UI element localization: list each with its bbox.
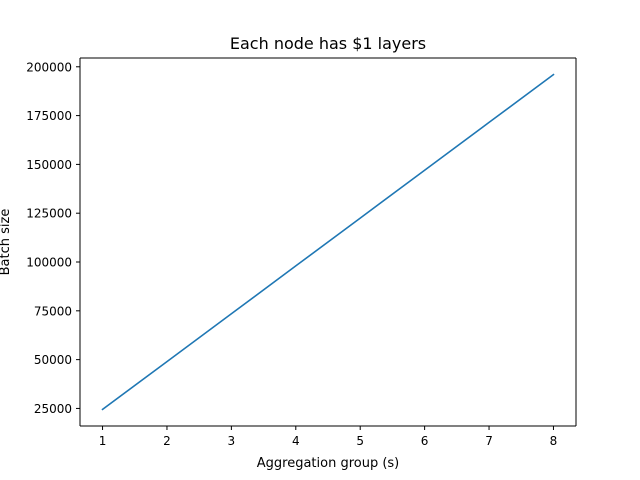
x-tick-label: 1 bbox=[99, 434, 107, 448]
series-line bbox=[101, 73, 555, 411]
x-tick-label: 5 bbox=[356, 434, 364, 448]
x-axis-label: Aggregation group (s) bbox=[257, 456, 400, 471]
y-axis-label: Batch size bbox=[0, 209, 13, 276]
series-layer bbox=[101, 73, 555, 411]
x-tick-label: 4 bbox=[292, 434, 300, 448]
y-tick-label: 75000 bbox=[34, 304, 72, 318]
y-tick-label: 25000 bbox=[34, 402, 72, 416]
y-tick-label: 100000 bbox=[26, 256, 72, 270]
y-tick-label: 125000 bbox=[26, 207, 72, 221]
y-tick-label: 200000 bbox=[26, 60, 72, 74]
chart-title: Each node has $1 layers bbox=[230, 34, 426, 53]
y-tick-label: 50000 bbox=[34, 353, 72, 367]
y-tick-label: 150000 bbox=[26, 158, 72, 172]
x-tick-label: 2 bbox=[163, 434, 171, 448]
x-tick-label: 3 bbox=[228, 434, 236, 448]
x-tick-label: 6 bbox=[421, 434, 429, 448]
x-tick-label: 7 bbox=[485, 434, 493, 448]
x-axis: 1 2 3 4 5 6 7 8 bbox=[99, 426, 558, 448]
y-axis: 25000 50000 75000 100000 125000 150000 175000 2… bbox=[26, 60, 80, 416]
axes-frame bbox=[79, 57, 577, 427]
x-tick-label: 8 bbox=[550, 434, 558, 448]
y-tick-label: 175000 bbox=[26, 109, 72, 123]
